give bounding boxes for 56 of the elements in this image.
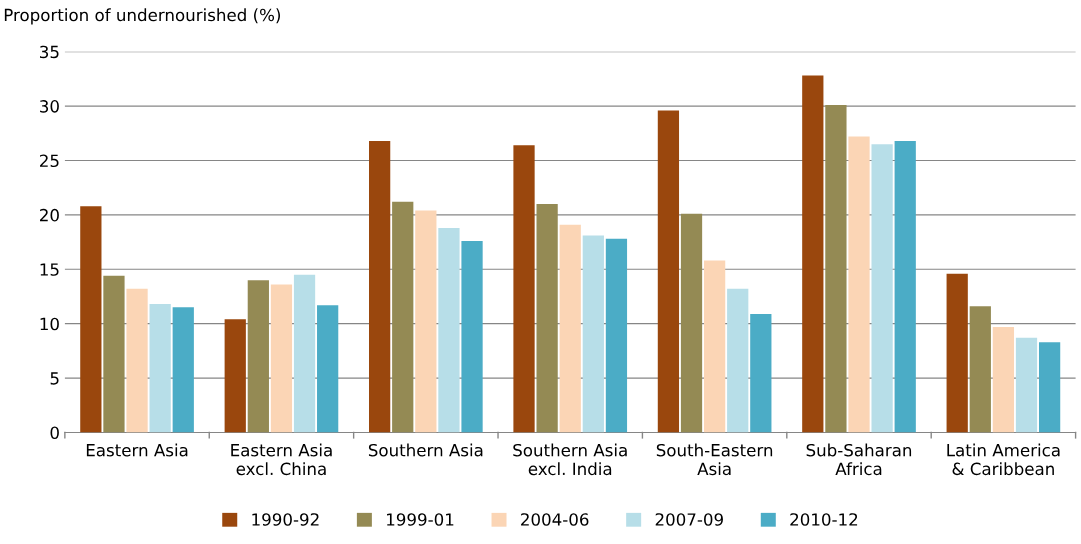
bar [172, 307, 194, 433]
bar [270, 284, 293, 433]
bar [392, 201, 414, 433]
x-tick-label: Eastern Asia [86, 443, 188, 457]
y-tick-label: 10 [40, 317, 59, 331]
bar [536, 204, 558, 433]
bar [969, 306, 991, 433]
bar [415, 210, 437, 433]
y-tick-label: 0 [50, 426, 59, 440]
y-tick-label: 25 [40, 154, 59, 168]
bar [247, 280, 269, 433]
y-tick-label: 20 [40, 208, 59, 222]
bar [657, 110, 680, 433]
legend-label: 1990-92 [252, 513, 319, 526]
legend-label: 2010-12 [790, 513, 858, 526]
legend-label: 2004-06 [521, 513, 589, 526]
x-tick-label: Southern Asia excl. India [513, 443, 627, 476]
bar [80, 206, 102, 433]
y-tick-label: 15 [40, 263, 59, 276]
y-axis-title: Proportion of undernourished (%) [4, 8, 280, 25]
bar [559, 224, 581, 433]
bar [703, 260, 726, 433]
bar [1015, 337, 1038, 433]
bar [750, 313, 772, 433]
bar [103, 275, 125, 433]
x-tick-label: Eastern Asia excl. China [231, 443, 332, 476]
bar [317, 305, 339, 433]
bar [848, 136, 870, 433]
x-tick-label: South-Eastern Asia [656, 443, 773, 476]
bar [946, 273, 968, 433]
bar [513, 145, 535, 433]
bar [293, 274, 316, 433]
bar [438, 227, 460, 433]
bar [126, 288, 148, 433]
bar [605, 238, 628, 433]
bar [802, 75, 824, 433]
bar [149, 304, 171, 433]
legend-label: 1999-01 [387, 513, 454, 526]
bar [680, 213, 703, 433]
y-tick-label: 35 [40, 45, 59, 59]
bar [461, 240, 483, 433]
y-tick-label: 5 [50, 372, 59, 385]
x-tick-label: Latin America & Caribbean [947, 443, 1060, 476]
x-tick-label: Sub-Saharan Africa [806, 443, 912, 476]
legend-label: 2007-09 [655, 513, 723, 526]
bar [871, 144, 893, 433]
bar [894, 140, 916, 433]
bar [224, 319, 246, 433]
x-tick-label: Southern Asia [368, 443, 483, 457]
bar [1038, 342, 1061, 433]
bar [727, 288, 749, 433]
y-tick-label: 30 [40, 100, 59, 113]
bar [825, 104, 847, 433]
bar [992, 326, 1015, 433]
bar [582, 235, 604, 433]
bar [369, 140, 391, 433]
